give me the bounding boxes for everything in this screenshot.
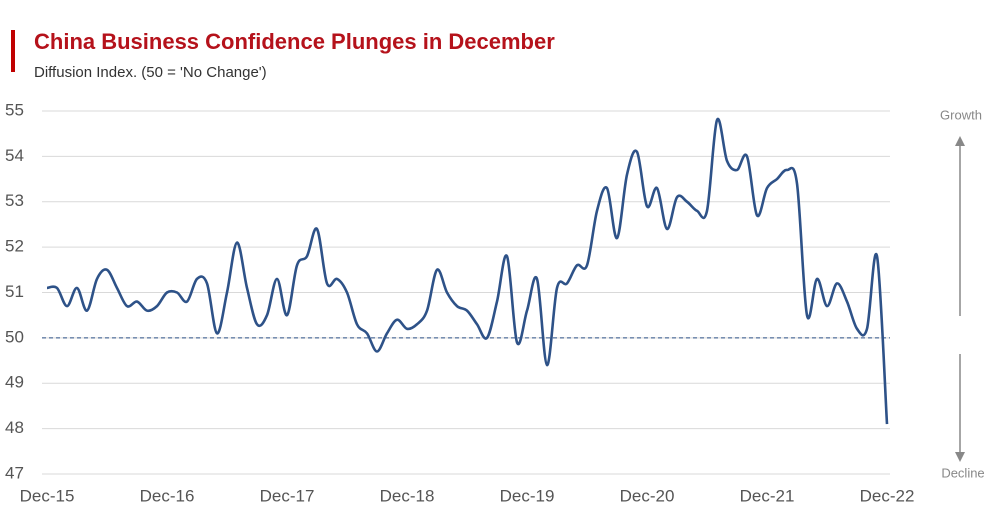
title-accent xyxy=(11,30,15,72)
x-tick-label: Dec-15 xyxy=(20,486,75,505)
data-line xyxy=(46,117,889,425)
y-tick-label: 53 xyxy=(5,191,24,210)
y-tick-label: 50 xyxy=(5,327,24,346)
y-tick-label: 54 xyxy=(5,146,24,165)
x-tick-label: Dec-20 xyxy=(620,486,675,505)
x-tick-label: Dec-22 xyxy=(860,486,915,505)
x-tick-label: Dec-18 xyxy=(380,486,435,505)
y-tick-label: 47 xyxy=(5,463,24,482)
decline-label: Decline xyxy=(941,465,984,480)
y-tick-label: 52 xyxy=(5,237,24,256)
chart-subtitle: Diffusion Index. (50 = 'No Change') xyxy=(34,64,267,81)
growth-label: Growth xyxy=(940,107,982,122)
x-tick-label: Dec-19 xyxy=(500,486,555,505)
x-tick-label: Dec-17 xyxy=(260,486,315,505)
y-tick-label: 49 xyxy=(5,373,24,392)
growth-arrowhead xyxy=(955,136,965,146)
chart-title: China Business Confidence Plunges in Dec… xyxy=(34,29,555,54)
y-tick-label: 51 xyxy=(5,282,24,301)
decline-arrowhead xyxy=(955,452,965,462)
x-tick-label: Dec-21 xyxy=(740,486,795,505)
x-tick-label: Dec-16 xyxy=(140,486,195,505)
y-tick-label: 55 xyxy=(5,100,24,119)
y-tick-label: 48 xyxy=(5,418,24,437)
